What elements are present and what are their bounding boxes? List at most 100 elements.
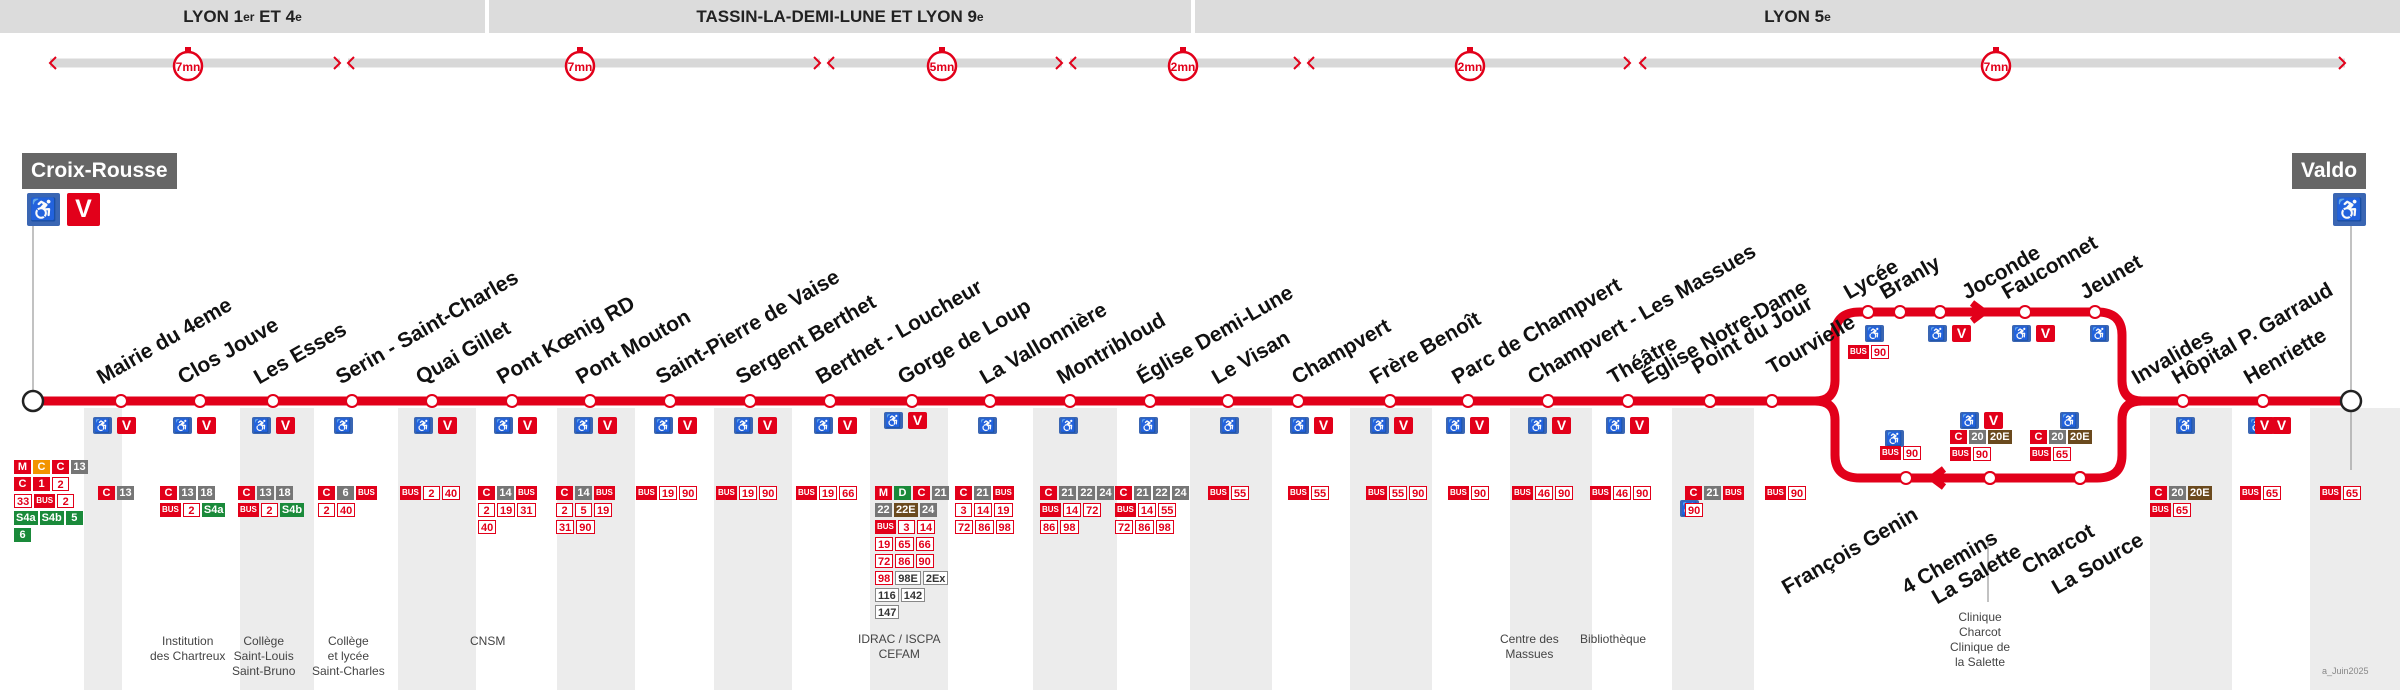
connection-badge: 65 (2262, 486, 2282, 500)
connection-badge: 98 (1155, 520, 1174, 534)
stopwatch-crown (185, 47, 191, 52)
connection-badge: BUS (1512, 486, 1533, 500)
accessible-icon: ♿ (494, 417, 513, 434)
connection-badge: 55 (1310, 486, 1330, 500)
accessible-icon: ♿ (884, 412, 903, 429)
connection-badge: BUS (594, 486, 615, 500)
connection-badge: C (1685, 486, 1702, 500)
connection-badge: BUS (2240, 486, 2261, 500)
connection-group: BUS 90 (1848, 345, 1924, 362)
connection-badge: 14 (1062, 503, 1082, 517)
stop-marker (1933, 305, 1947, 319)
connection-group: C 21 BUS 90 (1685, 486, 1761, 520)
stop-marker (114, 394, 128, 408)
connection-badge: D (894, 486, 911, 500)
accessible-icon: ♿ (252, 417, 271, 434)
bar-end-marker (48, 56, 57, 70)
connection-badge: 33 (14, 494, 33, 508)
connection-badge: 19 (594, 503, 613, 517)
connection-badge: 86 (975, 520, 994, 534)
connection-badge: M (14, 460, 31, 474)
connection-badge: 2 (478, 503, 495, 517)
connection-badge: 98 (1060, 520, 1079, 534)
travel-time-label: 7mn (1984, 60, 2009, 74)
velov-icon: V (1552, 417, 1571, 434)
connection-badge: 40 (337, 503, 356, 517)
stop-marker (2088, 305, 2102, 319)
connection-badge: 18 (198, 486, 215, 500)
stop-marker (1893, 305, 1907, 319)
connection-badge: 13 (117, 486, 134, 500)
connection-badge: 65 (2052, 447, 2072, 461)
stopwatch-crown (1180, 47, 1186, 52)
accessible-icon: ♿ (2090, 325, 2109, 342)
stop-marker (823, 394, 837, 408)
connection-badge: BUS (160, 503, 181, 517)
stop-marker (1143, 394, 1157, 408)
accessible-icon: ♿ (27, 193, 60, 226)
connection-badge: 31 (556, 520, 575, 534)
connection-badge: 19 (658, 486, 678, 500)
connection-badge: 5 (65, 511, 83, 525)
stop-marker (193, 394, 207, 408)
accessible-icon: ♿ (93, 417, 112, 434)
velov-icon: V (838, 417, 857, 434)
connection-group: C 13 (98, 486, 174, 503)
stop-marker (583, 394, 597, 408)
connection-badge: 2 (57, 494, 75, 508)
connection-group: BUS 19 66 (796, 486, 872, 503)
bar-end-marker (1623, 56, 1632, 70)
stop-marker (1861, 305, 1875, 319)
connection-badge: 72 (1115, 520, 1134, 534)
connection-badge: C (14, 477, 31, 491)
connection-badge: 24 (1097, 486, 1114, 500)
nearby-place: Bibliothèque (1580, 632, 1647, 646)
stop-marker (345, 394, 359, 408)
bar-end-marker (1055, 56, 1064, 70)
accessible-icon: ♿ (1370, 417, 1389, 434)
stop-marker (505, 394, 519, 408)
connection-group: BUS 90 (1765, 486, 1841, 503)
connection-badge: 22 (1153, 486, 1170, 500)
velov-icon: V (2255, 417, 2274, 434)
connection-badge: 90 (1870, 345, 1890, 359)
nearby-place: Institution des Chartreux (150, 634, 226, 663)
connection-badge: 22 (875, 503, 892, 517)
stop-marker (2073, 471, 2087, 485)
connection-badge: 2 (260, 503, 278, 517)
connection-badge: 1 (33, 477, 50, 491)
nearby-place: Collège et lycée Saint-Charles (312, 634, 385, 678)
connection-badge: 40 (441, 486, 461, 500)
connection-badge: 65 (2342, 486, 2362, 500)
connection-group: M C C 13C 1 233 BUS 2S4a S4b 56 (14, 460, 90, 545)
accessible-icon: ♿ (1528, 417, 1547, 434)
connection-badge: 21 (932, 486, 949, 500)
velov-icon: V (2272, 417, 2291, 434)
terminus-croix-rousse-label: Croix-Rousse (22, 153, 177, 189)
nearby-place: Centre des Massues (1500, 632, 1559, 661)
connection-badge: 46 (1534, 486, 1554, 500)
velov-icon: V (518, 417, 537, 434)
accessible-icon: ♿ (574, 417, 593, 434)
connection-group: C 13 18 BUS 2 S4b (238, 486, 314, 520)
connection-badge: C (955, 486, 972, 500)
connection-badge: 142 (900, 588, 926, 602)
connection-badge: 24 (919, 503, 937, 517)
connection-badge: 13 (257, 486, 274, 500)
connection-badge: S4a (201, 503, 226, 517)
connection-group: BUS 55 90 (1366, 486, 1442, 503)
connection-group: BUS 46 90 (1512, 486, 1588, 503)
nearby-place: Clinique Charcot Clinique de la Salette (1950, 610, 2011, 669)
connection-badge: 6 (14, 528, 31, 542)
velov-icon: V (758, 417, 777, 434)
accessible-icon: ♿ (734, 417, 753, 434)
connection-badge: 90 (1470, 486, 1490, 500)
connection-badge: 40 (478, 520, 497, 534)
connection-badge: C (2150, 486, 2167, 500)
stop-markers (114, 305, 2270, 485)
connection-badge: 20 (2049, 430, 2066, 444)
connection-badge: 21 (1134, 486, 1151, 500)
connection-badge: BUS (2150, 503, 2171, 517)
